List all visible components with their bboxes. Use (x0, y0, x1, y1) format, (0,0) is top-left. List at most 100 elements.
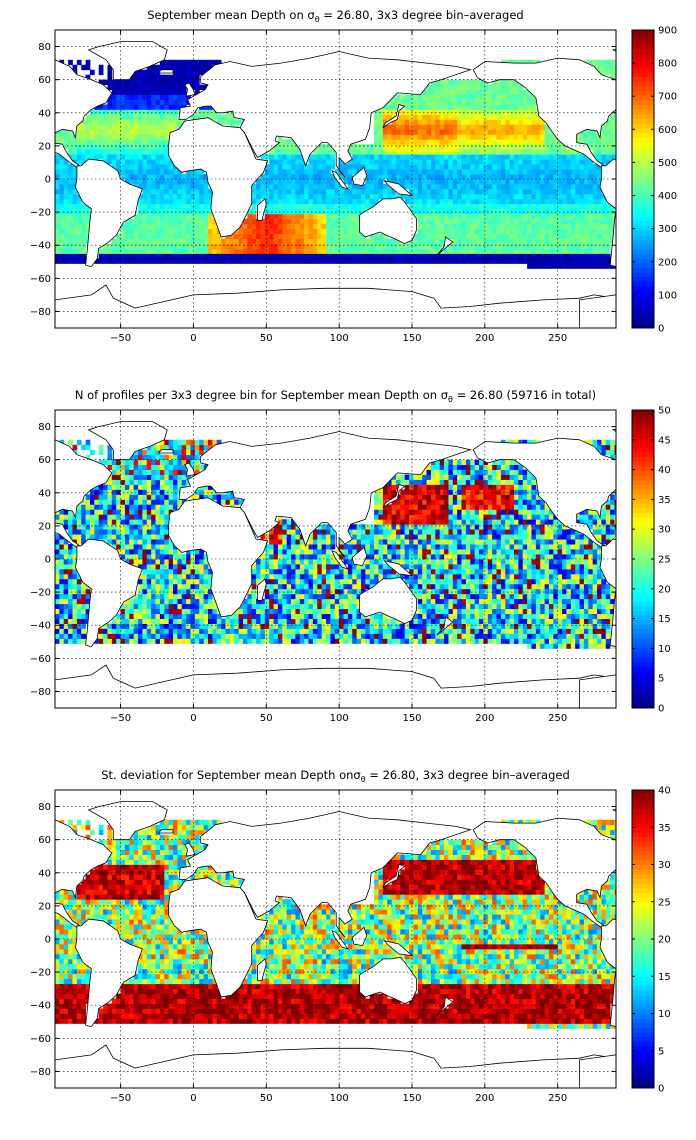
data-bin (282, 563, 288, 570)
data-bin (273, 208, 279, 215)
data-bin (514, 179, 519, 185)
data-bin (422, 99, 427, 105)
data-bin (251, 183, 257, 190)
data-bin (181, 568, 187, 575)
data-bin (330, 149, 336, 155)
data-bin (159, 64, 165, 71)
data-bin (282, 633, 288, 639)
data-bin (430, 109, 436, 115)
data-bin (85, 439, 91, 446)
data-bin (439, 129, 445, 135)
data-bin (63, 218, 69, 225)
data-bin (164, 489, 170, 495)
data-bin (116, 504, 121, 510)
data-bin (430, 248, 436, 254)
data-bin (347, 223, 353, 230)
data-bin (234, 613, 239, 619)
data-bin (146, 169, 152, 175)
data-bin (277, 223, 283, 230)
coastline-australia (359, 196, 417, 245)
data-bin (159, 628, 165, 634)
data-bin (527, 144, 532, 150)
data-bin (295, 588, 301, 595)
data-bin (55, 193, 60, 200)
data-bin (168, 489, 174, 495)
data-bin (146, 464, 152, 470)
data-bin (562, 258, 567, 264)
data-bin (142, 248, 148, 254)
data-bin (168, 464, 174, 470)
data-bin (89, 489, 95, 495)
data-bin (124, 109, 130, 115)
data-bin (116, 253, 121, 259)
data-bin (155, 208, 161, 215)
data-bin (256, 179, 261, 185)
data-bin (107, 539, 113, 545)
data-bin (417, 119, 423, 125)
data-bin (356, 238, 362, 244)
data-bin (470, 99, 476, 105)
data-bin (55, 544, 60, 550)
data-bin (470, 89, 476, 95)
data-bin (557, 193, 563, 200)
data-bin (116, 519, 121, 525)
data-bin (452, 129, 458, 135)
data-bin (312, 233, 318, 239)
data-bin (269, 573, 274, 580)
data-bin (483, 248, 489, 254)
data-bin (194, 248, 200, 254)
data-bin (142, 628, 148, 634)
data-bin (457, 208, 462, 215)
data-bin (55, 514, 60, 520)
data-bin (164, 169, 170, 175)
data-bin (168, 213, 174, 220)
data-bin (531, 213, 537, 220)
data-bin (59, 638, 65, 644)
data-bin (85, 608, 91, 615)
data-bin (518, 134, 524, 140)
data-bin (269, 213, 274, 220)
data-bin (295, 568, 301, 575)
data-bin (435, 203, 441, 210)
data-bin (68, 534, 73, 540)
data-bin (610, 213, 615, 220)
data-bin (505, 188, 511, 195)
data-bin (461, 183, 467, 190)
data-bin (465, 144, 471, 150)
data-bin (282, 139, 288, 145)
data-bin (116, 534, 121, 540)
data-bin (474, 253, 480, 259)
data-bin (142, 459, 148, 466)
data-bin (124, 529, 130, 535)
colorbar-segment (632, 179, 654, 185)
data-bin (452, 218, 458, 225)
data-bin (470, 119, 476, 125)
data-bin (151, 203, 156, 210)
data-bin (168, 104, 174, 110)
data-bin (282, 628, 288, 634)
data-bin (522, 144, 528, 150)
data-bin (142, 618, 148, 624)
data-bin (387, 114, 392, 120)
data-bin (605, 208, 611, 215)
data-bin (251, 188, 257, 195)
data-bin (479, 114, 484, 120)
data-bin (352, 198, 358, 205)
data-bin (605, 258, 611, 264)
data-bin (308, 218, 314, 225)
data-bin (68, 233, 73, 239)
data-bin (474, 179, 480, 185)
data-bin (597, 193, 602, 200)
data-bin (251, 578, 257, 585)
data-bin (514, 144, 519, 150)
data-bin (295, 233, 301, 239)
data-bin (413, 183, 419, 190)
data-bin (269, 628, 274, 634)
data-bin (553, 223, 559, 230)
data-bin (155, 218, 161, 225)
data-bin (94, 154, 100, 160)
data-bin (85, 444, 91, 451)
data-bin (221, 243, 226, 249)
data-bin (518, 218, 524, 225)
data-bin (124, 134, 130, 140)
